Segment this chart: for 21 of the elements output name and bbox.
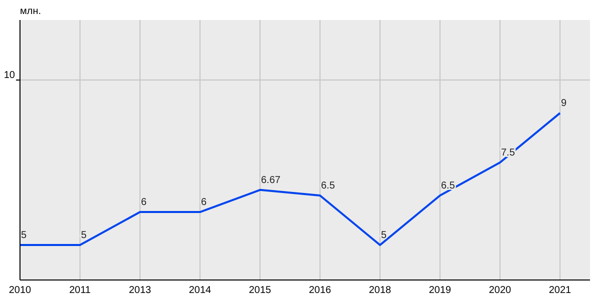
x-tick-label: 2019 xyxy=(428,285,452,296)
data-label: 9 xyxy=(561,98,567,110)
ref-line-label: 10 xyxy=(4,70,16,82)
x-tick-label: 2010 xyxy=(8,285,32,296)
x-tick-label: 2014 xyxy=(188,285,212,296)
x-tick-label: 2015 xyxy=(248,285,272,296)
x-tick-label: 2020 xyxy=(488,285,512,296)
data-label: 5 xyxy=(381,230,387,242)
x-tick-label: 2018 xyxy=(368,285,392,296)
data-label: 6.5 xyxy=(441,180,456,192)
data-label: 6 xyxy=(201,197,207,208)
data-label: 5 xyxy=(81,230,87,242)
data-label: 5 xyxy=(21,230,27,242)
y-axis-title: млн. xyxy=(20,6,42,17)
x-tick-label: 2016 xyxy=(308,285,332,296)
data-label: 6.5 xyxy=(321,180,336,192)
data-label: 6 xyxy=(141,197,147,208)
data-label: 6.67 xyxy=(261,174,281,186)
x-tick-label: 2021 xyxy=(548,285,572,296)
x-tick-label: 2013 xyxy=(128,285,152,296)
x-tick-label: 2011 xyxy=(69,285,92,296)
